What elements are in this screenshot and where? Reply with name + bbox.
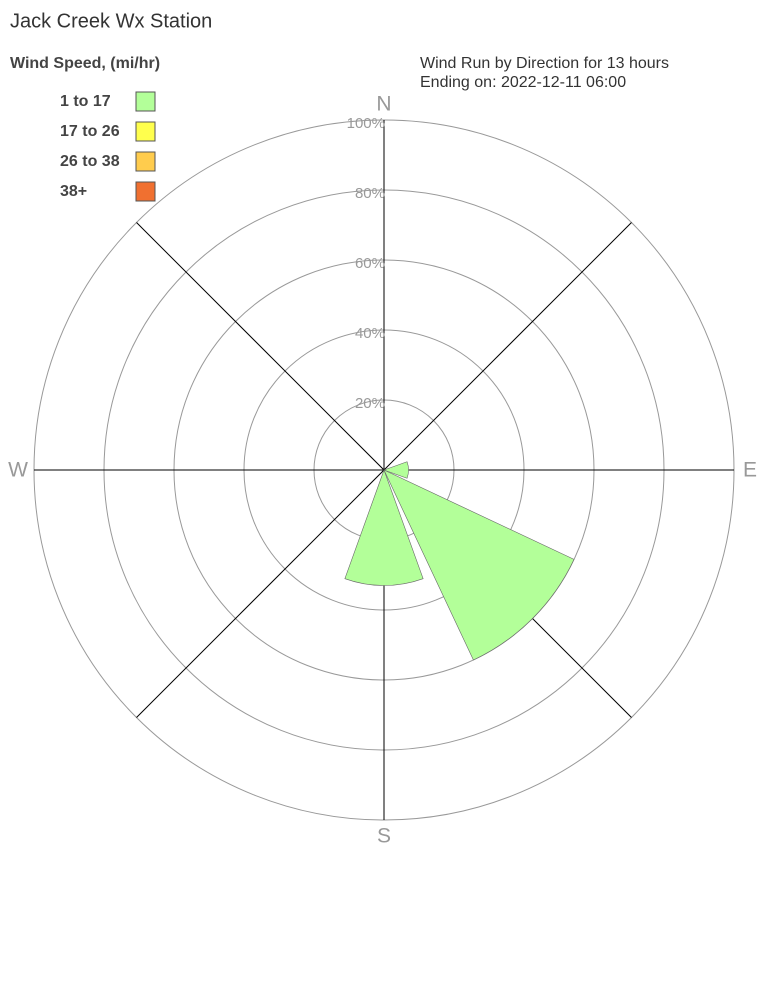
- subtitle: Ending on: 2022-12-11 06:00: [420, 74, 626, 91]
- direction-label: S: [377, 825, 391, 848]
- legend-label: 26 to 38: [60, 153, 120, 170]
- spoke: [136, 469, 385, 718]
- legend-label: 1 to 17: [60, 93, 111, 110]
- spoke: [136, 222, 385, 471]
- direction-label: E: [743, 459, 757, 482]
- ring-label: 40%: [355, 325, 385, 342]
- legend-swatch: [135, 91, 156, 112]
- ring-label: 100%: [347, 115, 385, 132]
- spoke: [383, 222, 632, 471]
- ring-label: 60%: [355, 255, 385, 272]
- ring-label: 20%: [355, 395, 385, 412]
- legend-title: Wind Speed, (mi/hr): [10, 55, 160, 72]
- wedge: [383, 461, 409, 479]
- legend-label: 38+: [60, 183, 87, 200]
- ring-label: 80%: [355, 185, 385, 202]
- legend-label: 17 to 26: [60, 123, 120, 140]
- legend-swatch: [135, 151, 156, 172]
- legend-swatch: [135, 181, 156, 202]
- wedge: [383, 469, 575, 661]
- legend-swatch: [135, 121, 156, 142]
- subtitle: Wind Run by Direction for 13 hours: [420, 55, 669, 72]
- direction-label: W: [8, 459, 28, 482]
- direction-label: N: [376, 93, 391, 116]
- wedge: [344, 469, 424, 586]
- chart-title: Jack Creek Wx Station: [10, 10, 212, 32]
